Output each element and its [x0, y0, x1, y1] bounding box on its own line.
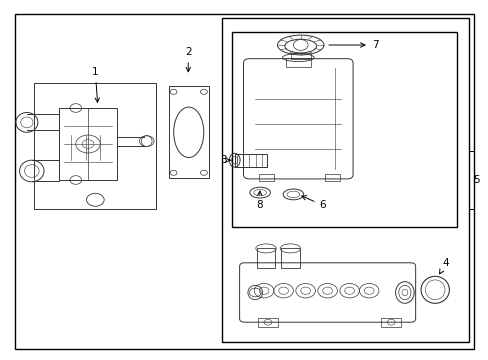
Bar — [259, 174, 273, 181]
Text: 2: 2 — [184, 47, 191, 72]
Bar — [256, 248, 275, 268]
Bar — [258, 318, 277, 327]
Text: 4: 4 — [439, 258, 448, 274]
Bar — [222, 18, 468, 342]
Bar — [325, 174, 339, 181]
Bar — [381, 318, 400, 327]
Text: 3: 3 — [220, 155, 227, 165]
Bar — [285, 58, 310, 67]
Text: 1: 1 — [92, 67, 99, 102]
Text: 8: 8 — [255, 191, 262, 210]
Text: 5: 5 — [472, 175, 479, 185]
Text: 7: 7 — [328, 40, 378, 50]
Bar — [281, 248, 299, 268]
Text: 6: 6 — [301, 196, 325, 210]
Bar — [232, 32, 456, 227]
Bar — [290, 53, 310, 59]
Bar — [234, 154, 266, 166]
Bar — [168, 86, 208, 178]
Bar — [59, 108, 117, 180]
